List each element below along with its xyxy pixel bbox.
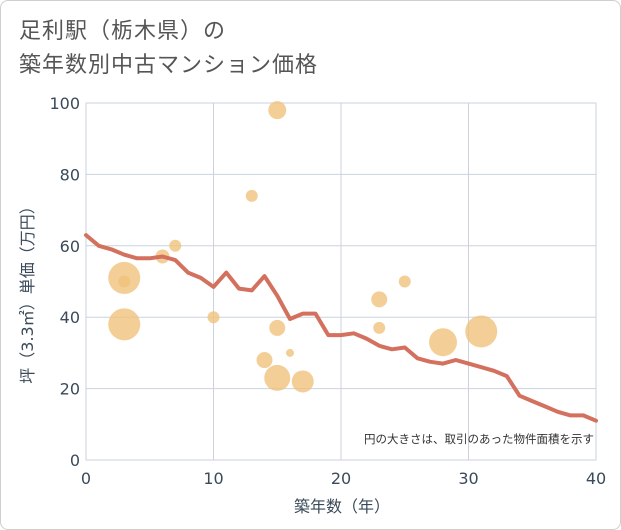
y-tick-label: 40	[60, 308, 80, 327]
bubbles	[108, 101, 498, 393]
x-tick-label: 40	[586, 469, 606, 488]
y-tick-label: 0	[70, 451, 80, 470]
y-tick-label: 20	[60, 380, 80, 399]
data-bubble	[108, 308, 141, 341]
data-bubble	[245, 189, 258, 202]
data-bubble	[373, 321, 386, 334]
data-bubble	[291, 370, 314, 393]
data-bubble	[286, 348, 294, 357]
data-bubble	[465, 315, 498, 348]
data-bubble	[256, 352, 273, 369]
tick-labels: 0 20 40 60 80 100 0 10 20 30 40	[49, 94, 606, 488]
x-tick-label: 10	[203, 469, 223, 488]
trend-line	[84, 233, 598, 423]
trend-line-group	[84, 233, 598, 423]
size-note: 円の大きさは、取引のあった物件面積を示す	[364, 432, 594, 446]
chart-title: 足利駅（栃木県）の 築年数別中古マンション価格	[19, 15, 318, 83]
y-tick-label: 80	[60, 165, 80, 184]
data-bubble	[398, 275, 411, 288]
x-tick-label: 20	[331, 469, 351, 488]
data-bubble	[264, 364, 291, 391]
grid	[85, 102, 597, 461]
data-bubble	[429, 328, 457, 357]
data-bubble	[207, 311, 220, 324]
title-line-2: 築年数別中古マンション価格	[19, 53, 319, 78]
y-tick-label: 100	[49, 94, 80, 113]
data-bubble	[268, 101, 287, 120]
data-bubble	[169, 239, 182, 252]
data-bubble	[118, 275, 131, 288]
data-bubble	[371, 291, 388, 308]
x-tick-label: 0	[81, 469, 91, 488]
y-tick-label: 60	[60, 237, 80, 256]
title-line-1: 足利駅（栃木県）の	[19, 19, 227, 44]
x-axis-label: 築年数（年）	[294, 497, 390, 516]
data-bubble	[269, 319, 286, 336]
x-tick-label: 30	[458, 469, 478, 488]
y-axis-label: 坪（3.3㎡）単価（万円）	[18, 198, 37, 383]
